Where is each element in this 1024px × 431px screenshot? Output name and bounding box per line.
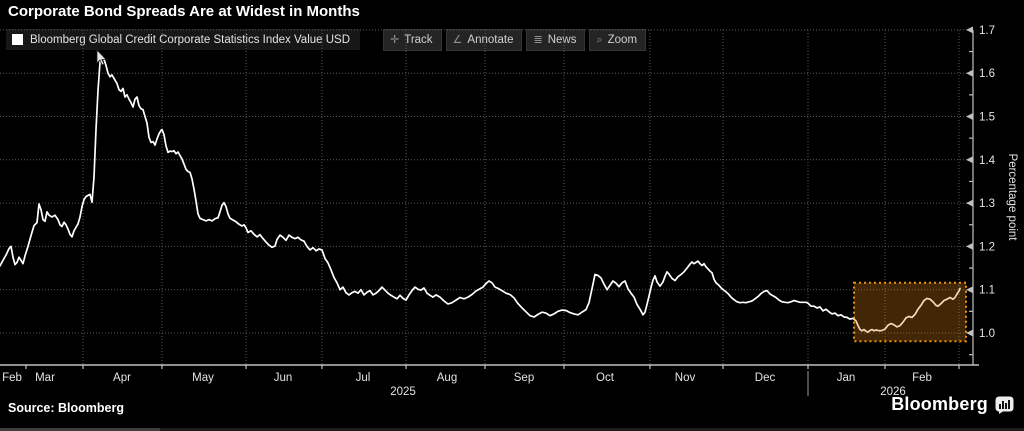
month-label: Dec xyxy=(755,372,776,384)
bottom-scrollbar-track xyxy=(160,428,1024,431)
legend-swatch xyxy=(12,34,23,45)
y-major-tick xyxy=(966,242,973,250)
y-tick-label: 1.4 xyxy=(979,155,996,167)
month-label: Feb xyxy=(912,372,932,384)
year-label: 2025 xyxy=(390,386,416,398)
y-axis-title: Percentage point xyxy=(1006,154,1018,242)
y-major-tick xyxy=(966,329,973,337)
month-label: Aug xyxy=(437,372,457,384)
month-label: Apr xyxy=(113,372,131,384)
annotate-button-label: Annotate xyxy=(467,34,514,46)
month-label: Feb xyxy=(2,372,22,384)
month-label: Mar xyxy=(35,372,55,384)
month-label: Oct xyxy=(596,372,615,384)
y-tick-label: 1.1 xyxy=(979,285,995,297)
news-button-label: News xyxy=(547,34,577,46)
bar-chart-bubble-icon xyxy=(995,396,1014,414)
annotate-icon: ∠ xyxy=(452,33,463,46)
bottom-scrollbar[interactable] xyxy=(0,428,160,431)
y-tick-label: 1.5 xyxy=(979,112,995,124)
y-major-tick xyxy=(966,26,973,34)
month-label: Nov xyxy=(675,372,696,384)
zoom-button-label: Zoom xyxy=(607,34,638,46)
year-label: 2026 xyxy=(880,386,906,398)
news-button[interactable]: ≣ News xyxy=(526,29,586,51)
track-button[interactable]: ✛ Track xyxy=(383,29,442,51)
y-tick-label: 1.6 xyxy=(979,68,995,80)
y-major-tick xyxy=(966,156,973,164)
track-icon: ✛ xyxy=(390,33,400,46)
month-label: May xyxy=(192,372,214,384)
month-label: Jan xyxy=(837,372,856,384)
y-major-tick xyxy=(966,286,973,294)
zoom-icon: ⌕ xyxy=(596,33,603,46)
track-button-label: Track xyxy=(404,34,433,46)
month-label: Sep xyxy=(514,372,534,384)
chart-toolbar: ✛ Track ∠ Annotate ≣ News ⌕ Zoom xyxy=(383,29,647,51)
chart-title: Corporate Bond Spreads Are at Widest in … xyxy=(8,3,360,20)
y-tick-label: 1.0 xyxy=(979,328,995,340)
y-major-tick xyxy=(966,199,973,207)
legend-series-label: Bloomberg Global Credit Corporate Statis… xyxy=(30,33,351,46)
series-line xyxy=(0,55,961,333)
month-label: Jul xyxy=(356,372,371,384)
zoom-selection-box[interactable] xyxy=(853,281,967,343)
y-tick-label: 1.7 xyxy=(979,25,995,37)
y-major-tick xyxy=(966,69,973,77)
news-icon: ≣ xyxy=(533,33,543,46)
source-attribution: Source: Bloomberg xyxy=(8,401,124,415)
legend-item[interactable]: Bloomberg Global Credit Corporate Statis… xyxy=(6,29,361,50)
annotate-button[interactable]: ∠ Annotate xyxy=(445,29,523,51)
mouse-cursor xyxy=(96,48,107,66)
y-tick-label: 1.2 xyxy=(979,241,995,253)
y-major-tick xyxy=(966,113,973,120)
bloomberg-logo: Bloomberg xyxy=(891,394,1014,415)
bloomberg-logo-text: Bloomberg xyxy=(891,394,988,414)
month-label: Jun xyxy=(274,372,293,384)
zoom-button[interactable]: ⌕ Zoom xyxy=(589,29,647,51)
y-tick-label: 1.3 xyxy=(979,198,995,210)
